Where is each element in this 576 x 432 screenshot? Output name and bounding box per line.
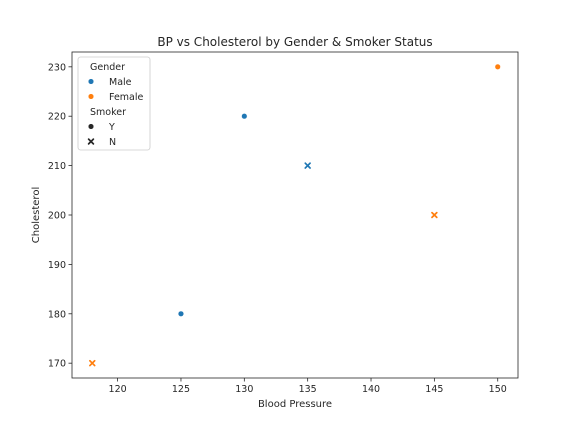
chart-title: BP vs Cholesterol by Gender & Smoker Sta… (157, 35, 432, 49)
x-tick-label: 135 (299, 384, 317, 395)
legend-group-title: Smoker (90, 107, 126, 118)
legend-group-title: Gender (90, 62, 125, 73)
plot-frame (71, 51, 519, 379)
y-tick-label: 190 (48, 260, 66, 271)
x-tick-label: 145 (425, 384, 443, 395)
tick-group: 120 125 130 135 140 145 150 170 180 190 200 210 220 2… (48, 62, 507, 395)
x-tick-label: 120 (109, 384, 127, 395)
data-point (494, 63, 501, 70)
data-point (304, 162, 311, 169)
data-point (89, 359, 96, 367)
legend-entry-label: Female (109, 92, 144, 103)
x-tick-label: 125 (172, 384, 190, 395)
legend-box (77, 56, 151, 151)
legend: Gender Male Female Smoker YN (77, 56, 151, 151)
x-tick-label: 130 (235, 384, 253, 395)
x-axis-label: Blood Pressure (258, 399, 332, 410)
data-point (241, 113, 248, 120)
y-tick-label: 210 (48, 161, 66, 172)
data-point (431, 211, 438, 219)
legend-marker (87, 123, 95, 130)
y-tick-label: 180 (48, 309, 66, 320)
y-tick-label: 220 (48, 112, 66, 123)
legend-marker (87, 138, 95, 145)
x-tick-label: 140 (362, 384, 380, 395)
y-tick-label: 170 (48, 359, 66, 370)
legend-marker (87, 78, 95, 85)
points-group (89, 63, 501, 367)
x-tick-label: 150 (489, 384, 507, 395)
y-tick-label: 200 (48, 211, 66, 222)
legend-marker (87, 93, 95, 100)
legend-entry-label: N (109, 137, 116, 148)
y-tick-label: 230 (48, 62, 66, 73)
y-axis-label: Cholesterol (31, 187, 42, 243)
legend-entry-label: Male (109, 77, 132, 88)
data-point (177, 310, 185, 317)
legend-entry-label: Y (108, 122, 115, 133)
